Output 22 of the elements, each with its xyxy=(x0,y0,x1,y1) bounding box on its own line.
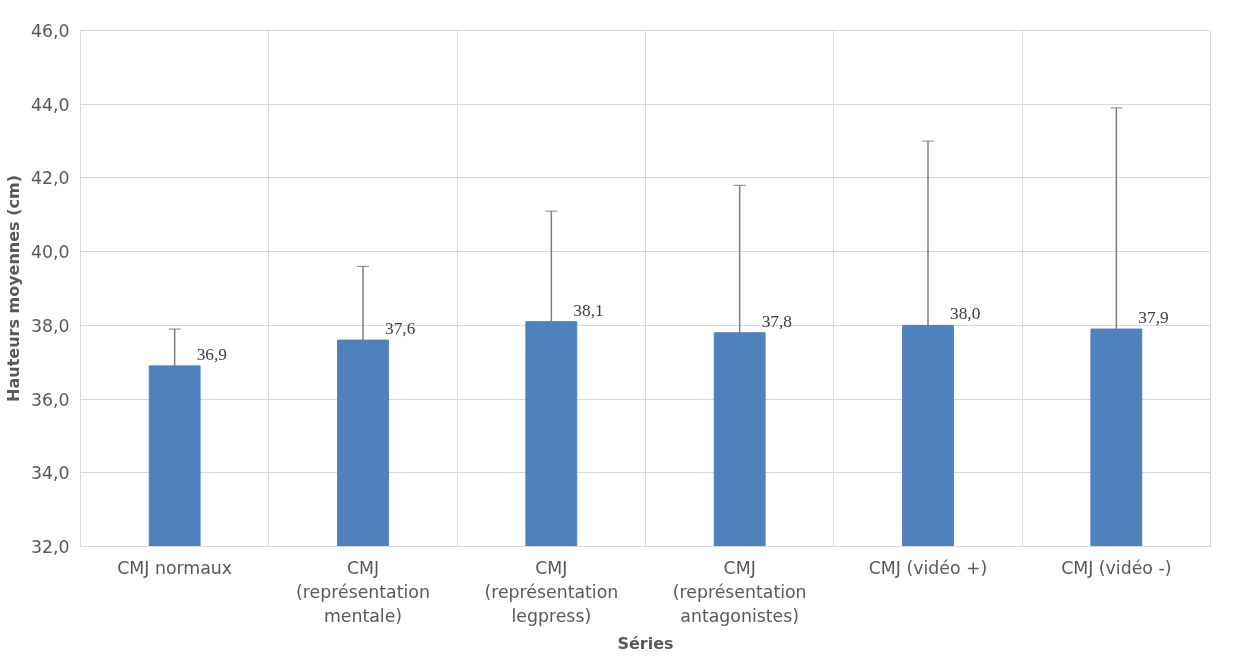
data-label: 38,1 xyxy=(573,300,604,320)
data-label: 37,6 xyxy=(385,319,416,339)
data-label: 38,0 xyxy=(950,304,981,324)
y-axis-title: Hauteurs moyennes (cm) xyxy=(3,175,23,402)
y-tick-label: 36,0 xyxy=(30,389,70,410)
y-tick-label: 42,0 xyxy=(30,168,70,189)
y-tick-label: 34,0 xyxy=(30,463,70,484)
y-tick-label: 32,0 xyxy=(30,537,70,557)
x-tick-label: CMJ (représentation mentale) xyxy=(296,557,430,626)
data-label: 36,9 xyxy=(196,344,227,364)
x-tick-label: CMJ (représentation legpress) xyxy=(484,557,619,626)
x-tick-label: CMJ (vidéo +) xyxy=(868,557,988,578)
y-tick-label: 46,0 xyxy=(30,21,70,41)
y-tick-label: 38,0 xyxy=(30,315,70,336)
y-tick-label: 44,0 xyxy=(30,94,70,115)
x-tick-label: CMJ (vidéo -) xyxy=(1061,557,1172,578)
x-tick-label: CMJ (représentation antagonistes) xyxy=(672,557,807,626)
data-label: 37,8 xyxy=(761,311,792,331)
x-tick-label: CMJ normaux xyxy=(117,557,233,578)
x-axis-title: Séries xyxy=(617,633,674,653)
y-tick-label: 40,0 xyxy=(30,242,70,263)
data-label: 37,9 xyxy=(1138,308,1169,328)
